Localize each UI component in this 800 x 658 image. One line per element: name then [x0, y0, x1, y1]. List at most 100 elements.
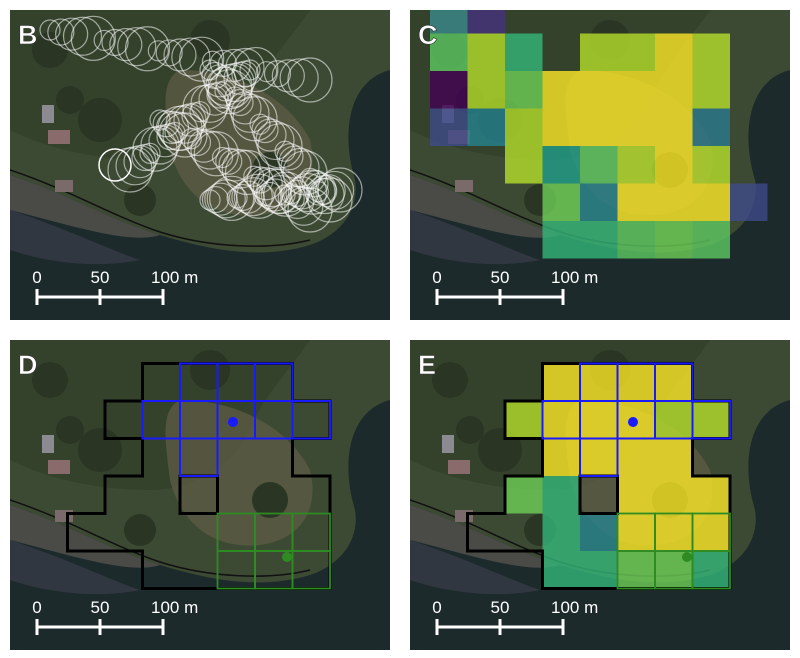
heat-cell: [542, 71, 580, 109]
heat-cell: [542, 108, 580, 146]
track-circle: [189, 101, 211, 123]
track-circle: [171, 37, 211, 77]
heat-cell: [617, 438, 655, 476]
track-circle: [214, 80, 236, 102]
scale-label: 100 m: [551, 598, 598, 617]
panel-label: C: [418, 20, 438, 50]
blue-cell: [579, 437, 619, 477]
track-circle: [55, 17, 89, 51]
track-circle: [263, 60, 292, 88]
heat-cell: [580, 551, 618, 589]
heat-cell: [692, 33, 730, 71]
track-circle: [179, 36, 225, 82]
map-panel: B 0 50 100 m: [10, 10, 390, 320]
heat-cell: [505, 401, 543, 439]
scale-label: 0: [432, 598, 441, 617]
heat-cell: [580, 71, 618, 109]
heat-cell: [580, 401, 618, 439]
track-circle: [124, 26, 171, 72]
blue-point: [228, 417, 238, 427]
track-circle: [253, 118, 287, 152]
track-circle: [173, 103, 207, 137]
track-circle: [164, 121, 186, 144]
heat-cell: [655, 513, 693, 551]
track-circle: [218, 148, 252, 182]
track-circle: [163, 38, 197, 72]
heat-cell: [580, 363, 618, 401]
heat-cell: [542, 183, 580, 221]
scale-label: 0: [32, 268, 41, 287]
track-circle: [271, 59, 305, 93]
heat-cell: [655, 476, 693, 514]
blue-cell: [691, 400, 731, 440]
heat-cell: [692, 146, 730, 184]
heat-cell: [505, 71, 543, 109]
track-circle: [107, 147, 153, 193]
heat-cell: [430, 33, 468, 71]
track-circle: [231, 60, 259, 88]
track-circle: [181, 102, 209, 130]
satellite-image: [10, 340, 390, 650]
heat-cell: [617, 363, 655, 401]
heat-cell: [617, 183, 655, 221]
heat-cell: [655, 401, 693, 439]
heat-cell: [617, 33, 655, 71]
map-content: [10, 10, 390, 320]
heat-cell: [655, 146, 693, 184]
track-circle: [274, 140, 296, 162]
green-cell: [291, 550, 331, 590]
track-circle: [187, 129, 221, 163]
blue-cell: [291, 400, 331, 440]
track-circle: [193, 131, 239, 177]
track-circle: [287, 57, 333, 103]
heat-cell: [617, 551, 655, 589]
heat-cell: [580, 513, 618, 551]
heat-cell: [467, 33, 505, 71]
scale-label: 100 m: [151, 598, 198, 617]
track-circle: [156, 123, 184, 151]
heat-cell: [692, 476, 730, 514]
track-circle: [182, 84, 228, 131]
track-circle: [131, 143, 159, 172]
heat-cell: [692, 551, 730, 589]
heat-cell: [617, 146, 655, 184]
heat-cell: [655, 183, 693, 221]
heat-cell: [730, 183, 768, 221]
heat-cell: [617, 108, 655, 146]
scale-label: 50: [91, 598, 110, 617]
track-circle: [287, 172, 328, 213]
heat-cell: [580, 146, 618, 184]
heat-cell: [692, 401, 730, 439]
track-circle: [239, 59, 261, 81]
track-circle: [263, 171, 309, 217]
track-circle: [148, 124, 182, 158]
track-circle: [233, 177, 273, 217]
heat-cell: [467, 108, 505, 146]
track-circle: [260, 174, 301, 215]
track-circle: [115, 146, 155, 186]
track-circle: [206, 81, 234, 109]
track-circle: [290, 169, 336, 215]
track-circle: [276, 143, 304, 171]
track-circle: [132, 126, 178, 172]
track-circle: [139, 142, 161, 164]
track-circle: [206, 179, 246, 219]
heat-cell: [542, 146, 580, 184]
heat-cell: [542, 221, 580, 259]
heat-cell: [655, 438, 693, 476]
heat-cell: [655, 71, 693, 109]
track-circle: [183, 128, 212, 157]
track-circle: [224, 149, 271, 196]
scale-label: 0: [32, 598, 41, 617]
heat-cell: [692, 183, 730, 221]
map-panel: D 0 50 100 m: [10, 340, 390, 650]
scale-label: 0: [432, 268, 441, 287]
heat-cell: [430, 108, 468, 146]
heat-cell: [617, 221, 655, 259]
scale-label: 50: [91, 268, 110, 287]
heat-cell: [542, 401, 580, 439]
heat-cell: [430, 71, 468, 109]
heat-cell: [692, 513, 730, 551]
track-circle: [47, 18, 75, 46]
track-circle: [62, 16, 103, 56]
